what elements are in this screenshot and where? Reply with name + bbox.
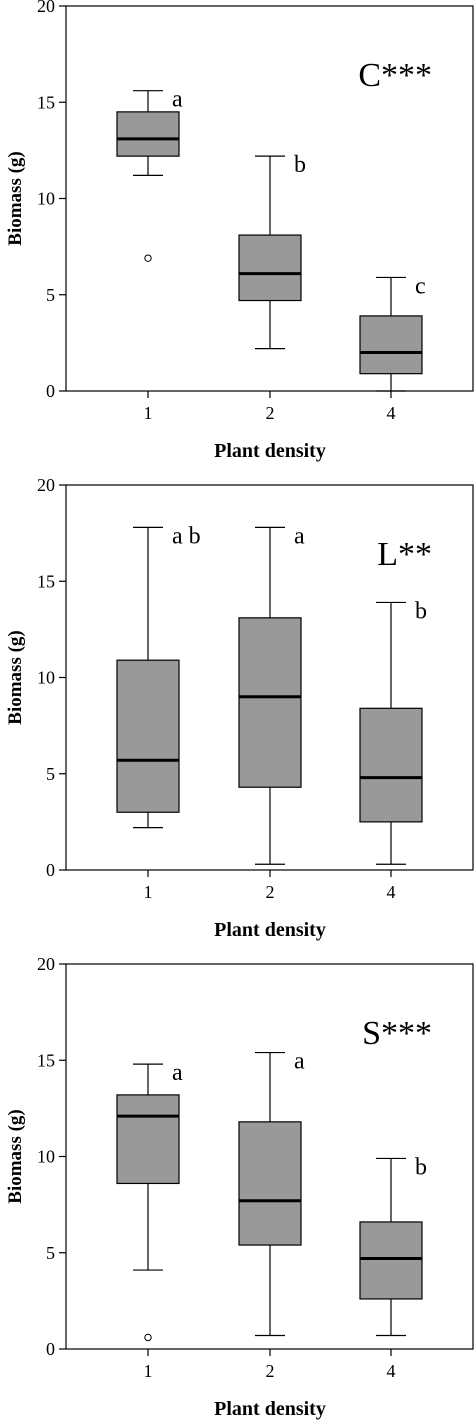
x-axis-label: Plant density <box>214 919 326 941</box>
significance-letter: a b <box>172 523 201 549</box>
y-tick-label: 5 <box>46 764 55 784</box>
significance-letter: a <box>172 87 183 113</box>
panel-label: C*** <box>358 57 432 94</box>
box-iqr <box>116 111 180 157</box>
y-tick-label: 0 <box>46 1339 55 1359</box>
x-tick-label: 2 <box>266 403 275 423</box>
box-group-2: a <box>238 1049 305 1337</box>
chart-panel-3: 0 5 10 15 20 Biomass (g) 1 2 4 Plant density S*** a… <box>5 954 474 1420</box>
y-tick-label: 10 <box>37 189 55 209</box>
y-tick-label: 15 <box>37 92 55 112</box>
box-group-1: a b <box>116 523 201 829</box>
box-group-2: a <box>238 523 305 865</box>
significance-letter: b <box>415 1154 427 1180</box>
chart-panel-1: 0 5 10 15 20 Biomass (g) 1 2 4 Plant density C*** a… <box>5 0 474 462</box>
box-group-2: b <box>238 152 306 350</box>
box-iqr <box>359 707 423 823</box>
box-iqr <box>116 659 180 813</box>
y-tick-label: 20 <box>37 0 55 16</box>
x-tick-label: 2 <box>266 1361 275 1381</box>
y-tick-label: 20 <box>37 954 55 974</box>
y-tick-label: 5 <box>46 285 55 305</box>
y-tick-label: 5 <box>46 1243 55 1263</box>
significance-letter: a <box>294 523 305 549</box>
y-tick-label: 15 <box>37 571 55 591</box>
box-iqr <box>359 1221 423 1300</box>
box-iqr <box>238 1121 302 1246</box>
significance-letter: a <box>294 1049 305 1075</box>
box-group-1: a <box>116 1060 183 1342</box>
panel-label: L** <box>377 536 432 573</box>
box-iqr <box>238 617 302 788</box>
y-tick-label: 20 <box>37 475 55 495</box>
y-axis-label: Biomass (g) <box>5 630 26 724</box>
outlier-point <box>144 1333 152 1342</box>
y-tick-label: 0 <box>46 381 55 401</box>
x-tick-label: 1 <box>144 1361 153 1381</box>
x-axis-label: Plant density <box>214 1398 326 1420</box>
outlier-point <box>144 254 152 262</box>
significance-letter: c <box>415 273 426 299</box>
significance-letter: b <box>415 598 427 624</box>
x-axis-label: Plant density <box>214 440 326 462</box>
x-tick-label: 1 <box>144 403 153 423</box>
y-tick-label: 0 <box>46 860 55 880</box>
chart-panel-2: 0 5 10 15 20 Biomass (g) 1 2 4 Plant density L** a … <box>5 475 474 941</box>
y-axis-label: Biomass (g) <box>5 151 26 245</box>
x-tick-label: 4 <box>387 1361 396 1381</box>
box-group-4: c <box>359 273 426 392</box>
panel-label: S*** <box>362 1015 432 1052</box>
x-tick-label: 1 <box>144 882 153 902</box>
significance-letter: a <box>172 1060 183 1086</box>
y-axis-label: Biomass (g) <box>5 1109 26 1203</box>
box-group-4: b <box>359 598 427 865</box>
y-tick-label: 10 <box>37 1147 55 1167</box>
significance-letter: b <box>294 152 306 178</box>
x-tick-label: 4 <box>387 403 396 423</box>
y-tick-label: 15 <box>37 1050 55 1070</box>
box-group-4: b <box>359 1154 427 1337</box>
box-group-1: a <box>116 87 183 262</box>
x-tick-label: 2 <box>266 882 275 902</box>
box-iqr <box>238 234 302 302</box>
box-iqr <box>359 315 423 375</box>
y-tick-label: 10 <box>37 668 55 688</box>
box-iqr <box>116 1094 180 1185</box>
x-tick-label: 4 <box>387 882 396 902</box>
